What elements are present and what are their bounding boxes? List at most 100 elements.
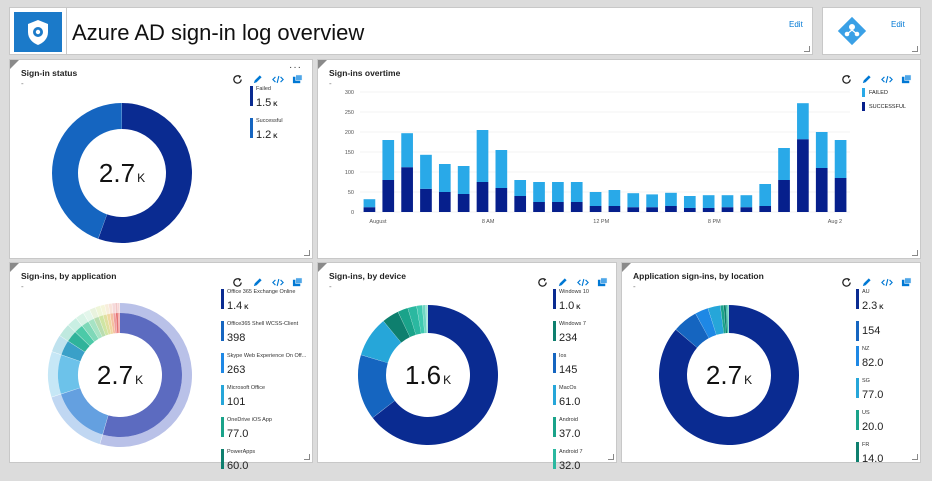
legend-item[interactable]: Skype Web Experience On Off... 263 — [221, 353, 306, 379]
code-icon[interactable] — [880, 73, 893, 86]
pencil-icon[interactable] — [251, 73, 264, 86]
bar-failed[interactable] — [740, 195, 753, 208]
legend-item[interactable]: Ios 145 — [553, 353, 589, 379]
bar-successful[interactable] — [646, 207, 658, 212]
bar-failed[interactable] — [382, 140, 395, 180]
donut-slice[interactable] — [422, 305, 427, 334]
bar-failed[interactable] — [608, 190, 621, 206]
refresh-icon[interactable] — [840, 276, 853, 289]
donut-slice[interactable] — [68, 332, 90, 352]
bar-successful[interactable] — [570, 202, 583, 212]
bar-failed[interactable] — [646, 194, 658, 208]
pin-icon[interactable] — [291, 73, 304, 86]
donut-slice[interactable] — [398, 308, 416, 338]
donut-slice[interactable] — [82, 321, 99, 342]
donut-slice[interactable] — [372, 305, 498, 445]
bar-successful[interactable] — [702, 208, 715, 212]
bar-failed[interactable] — [778, 148, 790, 180]
donut-slice[interactable] — [659, 305, 799, 445]
donut-slice[interactable] — [425, 305, 428, 334]
legend-item[interactable]: Successful 1.2 K — [250, 118, 283, 144]
bar-successful[interactable] — [514, 196, 527, 212]
legend-item[interactable]: Android 37.0 — [553, 417, 589, 443]
bar-successful[interactable] — [363, 207, 376, 212]
donut-slice[interactable] — [708, 305, 724, 335]
legend-item[interactable]: OneDrive iOS App 77.0 — [221, 417, 306, 443]
donut-slice[interactable] — [102, 313, 182, 437]
bar-failed[interactable] — [815, 132, 828, 168]
bar-successful[interactable] — [401, 167, 413, 212]
legend-item[interactable]: MacOs 61.0 — [553, 385, 589, 411]
bar-failed[interactable] — [589, 192, 602, 206]
legend-item[interactable]: FR 14.0 — [856, 442, 885, 468]
pencil-icon[interactable] — [860, 73, 873, 86]
legend-item[interactable]: SG 77.0 — [856, 378, 885, 404]
donut-slice[interactable] — [723, 305, 728, 334]
legend-item[interactable]: Office365 Shell WCSS-Client 398 — [221, 321, 306, 347]
refresh-icon[interactable] — [231, 73, 244, 86]
donut-slice[interactable] — [75, 326, 95, 346]
pencil-icon[interactable] — [860, 276, 873, 289]
bar-successful[interactable] — [759, 206, 772, 212]
legend-item[interactable]: US 20.0 — [856, 410, 885, 436]
code-icon[interactable] — [576, 276, 589, 289]
donut-slice[interactable] — [675, 313, 709, 348]
more-options-icon[interactable]: ··· — [289, 62, 302, 73]
bar-failed[interactable] — [533, 182, 545, 202]
bar-successful[interactable] — [721, 207, 734, 212]
bar-successful[interactable] — [627, 207, 640, 212]
code-icon[interactable] — [271, 73, 284, 86]
donut-slice[interactable] — [720, 305, 726, 334]
bar-successful[interactable] — [740, 207, 753, 212]
refresh-icon[interactable] — [536, 276, 549, 289]
bar-successful[interactable] — [476, 182, 489, 212]
donut-slice[interactable] — [383, 311, 410, 343]
bar-failed[interactable] — [834, 140, 847, 178]
donut-slice[interactable] — [88, 318, 103, 339]
donut-slice[interactable] — [358, 355, 395, 418]
bar-failed[interactable] — [570, 182, 583, 202]
bar-successful[interactable] — [683, 208, 696, 212]
bar-failed[interactable] — [438, 164, 451, 192]
pin-icon[interactable] — [900, 276, 913, 289]
resize-handle[interactable] — [304, 454, 310, 460]
pencil-icon[interactable] — [251, 276, 264, 289]
legend-item[interactable]: Windows 7 234 — [553, 321, 589, 347]
donut-slice[interactable] — [93, 316, 106, 337]
bar-failed[interactable] — [797, 103, 809, 140]
pin-icon[interactable] — [596, 276, 609, 289]
donut-slice[interactable] — [98, 315, 109, 336]
edit-header-button[interactable]: Edit — [789, 20, 803, 29]
bar-successful[interactable] — [797, 139, 809, 212]
donut-slice[interactable] — [695, 308, 717, 339]
donut-slice[interactable] — [61, 388, 109, 435]
bar-failed[interactable] — [627, 193, 640, 208]
refresh-icon[interactable] — [840, 73, 853, 86]
resize-handle[interactable] — [912, 250, 918, 256]
bar-failed[interactable] — [552, 182, 564, 202]
bar-failed[interactable] — [721, 195, 734, 208]
resize-handle[interactable] — [912, 46, 918, 52]
resize-handle[interactable] — [608, 454, 614, 460]
bar-failed[interactable] — [702, 195, 715, 208]
bar-successful[interactable] — [382, 180, 395, 212]
resize-handle[interactable] — [304, 250, 310, 256]
legend-item[interactable]: Windows 10 1.0 K — [553, 289, 589, 315]
donut-slice[interactable] — [416, 305, 425, 334]
bar-failed[interactable] — [665, 192, 677, 206]
code-icon[interactable] — [271, 276, 284, 289]
bar-successful[interactable] — [589, 206, 602, 212]
bar-failed[interactable] — [420, 154, 432, 189]
legend-item[interactable]: Android 7 32.0 — [553, 449, 589, 475]
bar-successful[interactable] — [552, 202, 564, 212]
donut-slice[interactable] — [115, 313, 119, 334]
bar-failed[interactable] — [476, 130, 489, 182]
bar-successful[interactable] — [457, 194, 470, 212]
donut-slice[interactable] — [51, 103, 122, 239]
legend-item[interactable]: 154 — [856, 321, 885, 341]
bar-successful[interactable] — [438, 192, 451, 212]
bar-successful[interactable] — [495, 188, 508, 212]
legend-item[interactable]: NZ 82.0 — [856, 346, 885, 372]
bar-successful[interactable] — [608, 206, 621, 212]
bar-failed[interactable] — [495, 150, 508, 188]
